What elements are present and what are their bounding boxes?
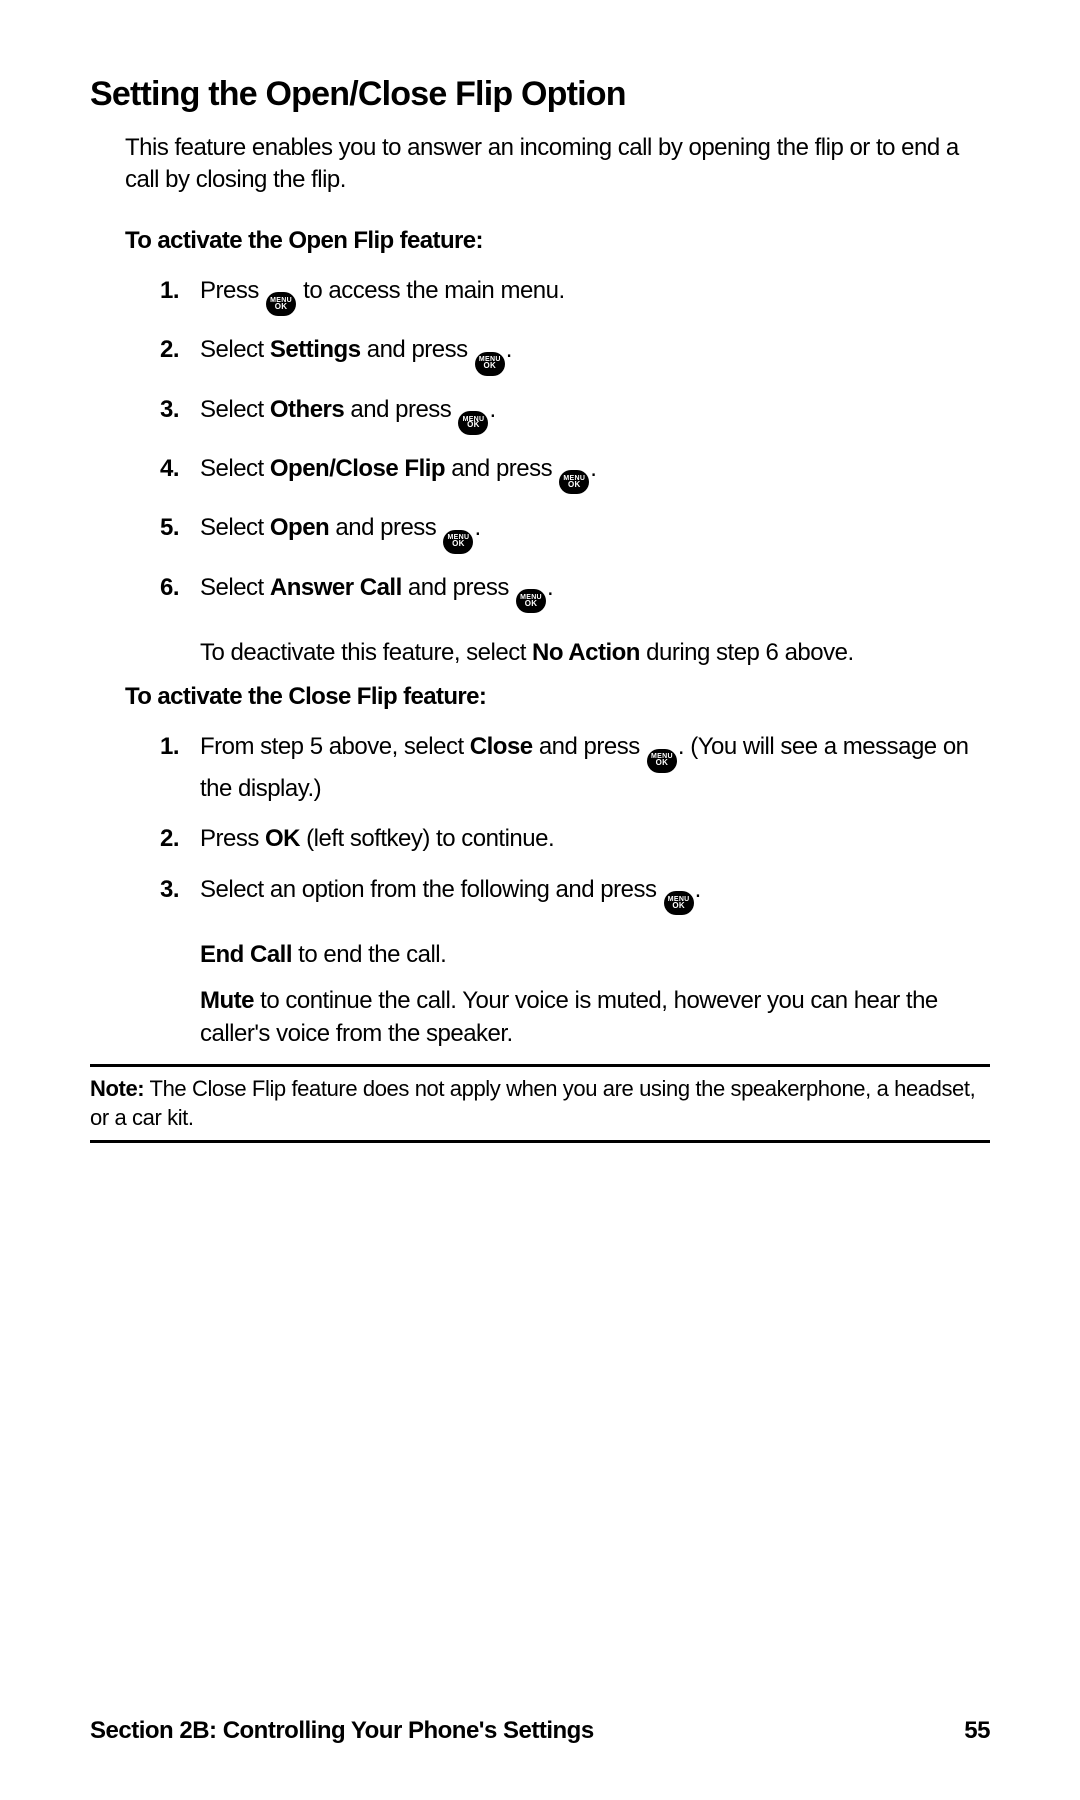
deactivate-note: To deactivate this feature, select No Ac…	[200, 637, 990, 669]
bold-term: End Call	[200, 941, 292, 968]
step-text: .	[474, 514, 480, 541]
bold-term: No Action	[532, 639, 640, 666]
step-number: 3.	[160, 874, 179, 906]
step-text: Press	[200, 277, 265, 304]
page-footer: Section 2B: Controlling Your Phone's Set…	[90, 1717, 990, 1745]
step-number: 6.	[160, 572, 179, 604]
step-number: 2.	[160, 334, 179, 366]
bold-term: Settings	[270, 336, 361, 363]
menu-ok-icon: MENUOK	[475, 352, 505, 376]
note-label: Note:	[90, 1076, 144, 1101]
list-item: 3. Select an option from the following a…	[160, 874, 990, 915]
step-text: and press	[344, 396, 457, 423]
note-box: Note: The Close Flip feature does not ap…	[90, 1064, 990, 1143]
step-text: .	[547, 574, 553, 601]
step-text: and press	[445, 455, 558, 482]
page-title: Setting the Open/Close Flip Option	[90, 75, 990, 114]
step-number: 1.	[160, 275, 179, 307]
step-number: 4.	[160, 453, 179, 485]
list-item: 3. Select Others and press MENUOK.	[160, 394, 990, 435]
step-text: .	[590, 455, 596, 482]
footer-page-number: 55	[964, 1717, 990, 1745]
bold-term: Mute	[200, 987, 254, 1014]
menu-ok-icon: MENUOK	[443, 530, 473, 554]
bold-term: Open/Close Flip	[270, 455, 445, 482]
step-text: Select	[200, 574, 270, 601]
subhead-close-flip: To activate the Close Flip feature:	[125, 683, 990, 711]
subhead-open-flip: To activate the Open Flip feature:	[125, 227, 990, 255]
menu-ok-icon: MENUOK	[647, 749, 677, 773]
step-text: and press	[533, 733, 646, 760]
step-text: Select	[200, 514, 270, 541]
step-text: Select	[200, 396, 270, 423]
option-end-call: End Call to end the call.	[200, 939, 990, 971]
menu-ok-icon: MENUOK	[559, 470, 589, 494]
bold-term: OK	[265, 825, 300, 852]
menu-ok-icon: MENUOK	[664, 891, 694, 915]
list-item: 5. Select Open and press MENUOK.	[160, 512, 990, 553]
step-text: .	[489, 396, 495, 423]
step-number: 3.	[160, 394, 179, 426]
step-text: Select	[200, 455, 270, 482]
option-mute: Mute to continue the call. Your voice is…	[200, 985, 990, 1050]
step-text: and press	[361, 336, 474, 363]
step-text: and press	[402, 574, 515, 601]
list-item: 2. Press OK (left softkey) to continue.	[160, 823, 990, 855]
step-number: 5.	[160, 512, 179, 544]
menu-ok-icon: MENUOK	[516, 589, 546, 613]
bold-term: Others	[270, 396, 344, 423]
step-text: to access the main menu.	[297, 277, 565, 304]
step-text: Press	[200, 825, 265, 852]
bold-term: Answer Call	[270, 574, 402, 601]
footer-section: Section 2B: Controlling Your Phone's Set…	[90, 1717, 594, 1745]
intro-paragraph: This feature enables you to answer an in…	[125, 132, 990, 197]
step-text: Select an option from the following and …	[200, 876, 663, 903]
menu-ok-icon: MENUOK	[266, 292, 296, 316]
step-text: .	[695, 876, 701, 903]
step-text: Select	[200, 336, 270, 363]
note-text: The Close Flip feature does not apply wh…	[90, 1076, 975, 1130]
list-item: 2. Select Settings and press MENUOK.	[160, 334, 990, 375]
close-flip-steps: 1. From step 5 above, select Close and p…	[160, 731, 990, 915]
step-text: (left softkey) to continue.	[300, 825, 554, 852]
list-item: 1. From step 5 above, select Close and p…	[160, 731, 990, 805]
bold-term: Close	[470, 733, 533, 760]
step-number: 2.	[160, 823, 179, 855]
step-text: .	[506, 336, 512, 363]
open-flip-steps: 1. Press MENUOK to access the main menu.…	[160, 275, 990, 613]
menu-ok-icon: MENUOK	[458, 411, 488, 435]
bold-term: Open	[270, 514, 329, 541]
list-item: 6. Select Answer Call and press MENUOK.	[160, 572, 990, 613]
list-item: 1. Press MENUOK to access the main menu.	[160, 275, 990, 316]
list-item: 4. Select Open/Close Flip and press MENU…	[160, 453, 990, 494]
step-text: From step 5 above, select	[200, 733, 470, 760]
step-number: 1.	[160, 731, 179, 763]
step-text: and press	[329, 514, 442, 541]
